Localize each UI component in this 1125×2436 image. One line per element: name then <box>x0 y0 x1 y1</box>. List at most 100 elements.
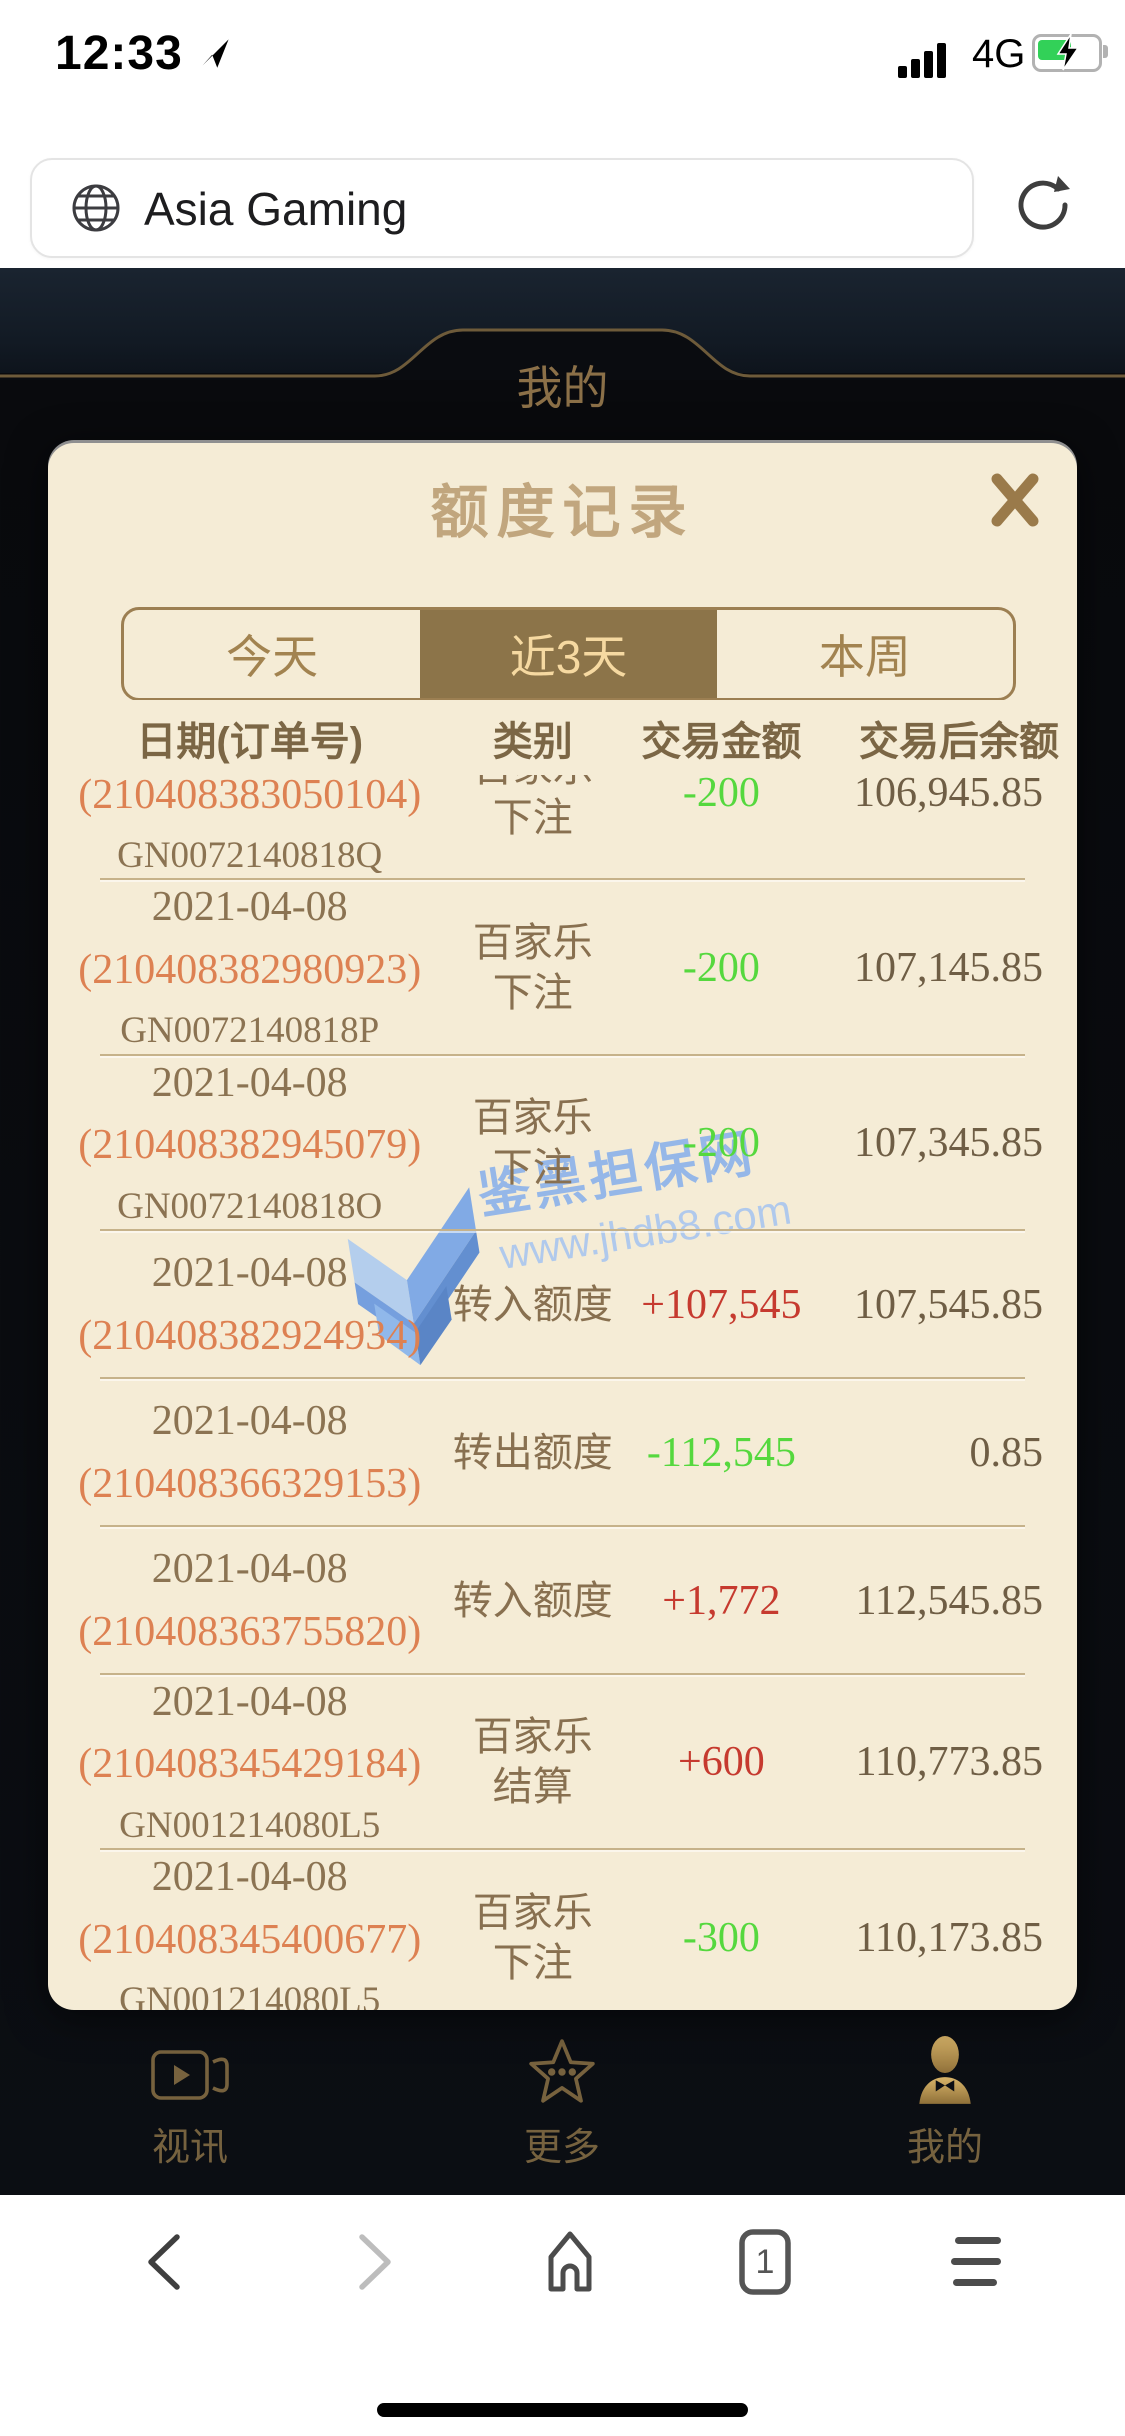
table-header: 日期(订单号) 类别 交易金额 交易后余额 <box>48 700 1077 775</box>
row-date: 2021-04-08 <box>151 1250 348 1297</box>
credit-record-modal: 额度记录 今天 近3天 本周 日期(订单号) 类别 交易金额 交易后余额 <box>48 443 1077 2010</box>
bottom-nav: 视讯 更多 <box>0 2030 1125 2195</box>
nav-item-video[interactable]: 视讯 <box>80 2030 300 2171</box>
row-ref-number: GN0072140818P <box>120 1010 380 1052</box>
menu-button[interactable] <box>940 2227 1010 2297</box>
row-order-number: (210408383050104) <box>78 775 422 818</box>
location-arrow-icon <box>198 36 232 75</box>
row-type: 百家乐 下注 <box>472 1890 593 1985</box>
row-date: 2021-04-08 <box>151 1678 348 1725</box>
video-icon <box>80 2030 300 2108</box>
home-button[interactable] <box>535 2227 605 2297</box>
back-button[interactable] <box>131 2227 201 2297</box>
close-icon[interactable] <box>987 471 1043 527</box>
row-balance: 107,145.85 <box>853 944 1043 991</box>
tab-thisweek[interactable]: 本周 <box>818 631 911 683</box>
row-type: 百家乐 结算 <box>472 1715 593 1810</box>
row-order-number: (210408345400677) <box>78 1916 422 1963</box>
row-ref-number: GN0072140818O <box>117 1185 383 1227</box>
row-amount: +107,545 <box>641 1281 802 1328</box>
reload-button[interactable] <box>1008 170 1078 245</box>
row-order-number: (210408382924934) <box>78 1312 422 1359</box>
person-icon <box>835 2030 1055 2108</box>
date-cell: 2021-04-08 (210408345400677) GN001214080… <box>66 1850 433 2010</box>
date-cell: 2021-04-08 (210408383050104) GN007214081… <box>66 775 433 880</box>
row-amount: -300 <box>682 1914 760 1961</box>
row-balance: 110,773.85 <box>855 1739 1043 1786</box>
url-text: Asia Gaming <box>144 183 408 235</box>
modal-title: 额度记录 <box>430 480 695 545</box>
row-type: 转入额度 <box>452 1578 613 1623</box>
row-amount: +600 <box>678 1739 765 1786</box>
home-indicator[interactable] <box>377 2403 748 2417</box>
row-date: 2021-04-08 <box>151 1854 348 1901</box>
forward-button[interactable] <box>338 2227 408 2297</box>
date-cell: 2021-04-08 (210408345429184) GN001214080… <box>66 1675 433 1850</box>
row-type: 转出额度 <box>452 1430 613 1475</box>
header-notch <box>0 328 1125 380</box>
table-row: 2021-04-08 (210408382924934) 转入额度 +107,5… <box>48 1231 1077 1379</box>
row-order-number: (210408345429184) <box>78 1741 422 1788</box>
row-order-number: (210408382945079) <box>78 1122 422 1169</box>
row-amount: -200 <box>682 1120 760 1167</box>
row-date: 2021-04-08 <box>151 884 348 931</box>
table-row: 2021-04-08 (210408366329153) 转出额度 -112,5… <box>48 1379 1077 1527</box>
row-date: 2021-04-08 <box>151 1398 348 1445</box>
row-type: 百家乐 下注 <box>472 1096 593 1191</box>
col-type: 类别 <box>492 719 573 764</box>
date-cell: 2021-04-08 (210408363755820) <box>66 1542 433 1659</box>
page-tab-my[interactable]: 我的 <box>516 362 609 414</box>
row-order-number: (210408366329153) <box>78 1460 422 1507</box>
row-type: 转入额度 <box>452 1282 613 1327</box>
row-order-number: (210408382980923) <box>78 946 422 993</box>
row-ref-number: GN0072140818Q <box>117 835 383 877</box>
row-type: 百家乐 下注 <box>473 775 593 840</box>
date-cell: 2021-04-08 (210408382980923) GN007214081… <box>66 880 433 1055</box>
table-row: 2021-04-08 (210408345400677) GN001214080… <box>48 1850 1077 2010</box>
battery-icon <box>1032 33 1108 72</box>
table-row: 2021-04-08 (210408383050104) GN007214081… <box>48 775 1077 881</box>
star-more-icon <box>452 2030 672 2108</box>
nav-label: 视讯 <box>151 2127 228 2169</box>
network-type: 4G <box>972 32 1026 76</box>
globe-icon <box>70 182 122 239</box>
signal-bars-icon <box>898 40 956 85</box>
date-cell: 2021-04-08 (210408382945079) GN007214081… <box>66 1056 433 1231</box>
table-row: 2021-04-08 (210408382980923) GN007214081… <box>48 880 1077 1056</box>
col-date: 日期(订单号) <box>136 719 364 764</box>
row-type: 百家乐 下注 <box>472 920 593 1015</box>
col-amount: 交易金额 <box>641 719 802 764</box>
tab-today[interactable]: 今天 <box>226 631 319 683</box>
row-order-number: (210408363755820) <box>78 1608 422 1655</box>
col-balance: 交易后余额 <box>858 719 1059 764</box>
nav-item-my[interactable]: 我的 <box>835 2030 1055 2171</box>
clock: 12:33 <box>55 27 183 80</box>
row-balance: 106,945.85 <box>853 775 1043 816</box>
date-cell: 2021-04-08 (210408382924934) <box>66 1246 433 1363</box>
row-ref-number: GN001214080L5 <box>119 1805 381 1847</box>
nav-label: 我的 <box>906 2127 983 2169</box>
row-amount: -200 <box>682 944 760 991</box>
tab-count: 1 <box>756 2243 775 2281</box>
tabs-button[interactable]: 1 <box>730 2227 800 2297</box>
row-amount: -200 <box>682 775 760 816</box>
row-balance: 112,545.85 <box>855 1577 1043 1624</box>
nav-item-more[interactable]: 更多 <box>452 2030 672 2171</box>
table-row: 2021-04-08 (210408345429184) GN001214080… <box>48 1675 1077 1851</box>
date-cell: 2021-04-08 (210408366329153) <box>66 1394 433 1511</box>
table-row: 2021-04-08 (210408382945079) GN007214081… <box>48 1056 1077 1232</box>
row-date: 2021-04-08 <box>151 1059 348 1106</box>
nav-label: 更多 <box>523 2127 600 2169</box>
table-row: 2021-04-08 (210408363755820) 转入额度 +1,772… <box>48 1527 1077 1675</box>
row-balance: 107,545.85 <box>853 1281 1043 1328</box>
row-amount: -112,545 <box>646 1429 796 1476</box>
url-input[interactable]: Asia Gaming <box>30 158 974 258</box>
transaction-list[interactable]: 2021-04-08 (210408383050104) GN007214081… <box>48 775 1077 2010</box>
status-bar: 12:33 4G <box>0 0 1125 130</box>
row-ref-number: GN001214080L5 <box>119 1980 381 2010</box>
row-balance: 110,173.85 <box>855 1914 1043 1961</box>
browser-toolbar: 1 <box>0 2195 1125 2436</box>
tab-last3days[interactable]: 近3天 <box>420 610 717 698</box>
browser-url-row: Asia Gaming <box>0 130 1125 268</box>
